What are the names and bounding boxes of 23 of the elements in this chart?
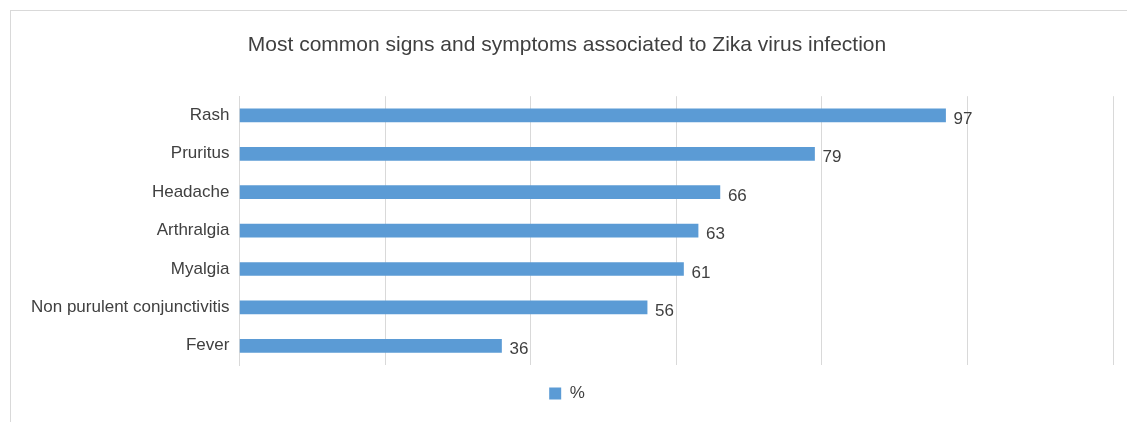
y-tick-label: Headache [151, 181, 230, 201]
legend-label: % [569, 383, 585, 403]
bar [239, 262, 684, 276]
chart-title: Most common signs and symptoms associated to Zika virus infection [247, 32, 887, 56]
y-tick-label: Fever [185, 335, 230, 355]
data-label: 66 [727, 185, 747, 205]
data-label: 97 [953, 109, 973, 129]
bar [239, 338, 502, 353]
data-label: 61 [691, 262, 711, 282]
bar [239, 146, 815, 161]
data-label: 36 [509, 339, 529, 359]
y-tick-label: Pruritus [170, 143, 230, 163]
data-label: 63 [706, 224, 725, 244]
data-label: 56 [655, 301, 675, 321]
y-tick-label: Myalgia [170, 258, 230, 278]
bar [239, 108, 946, 123]
bar [239, 185, 721, 200]
data-label: 79 [822, 147, 842, 167]
y-tick-label: Rash [189, 105, 230, 125]
bar [239, 223, 699, 238]
bar [239, 300, 648, 315]
y-tick-label: Non purulent conjunctivitis [30, 297, 230, 317]
y-tick-label: Arthralgia [156, 220, 230, 240]
